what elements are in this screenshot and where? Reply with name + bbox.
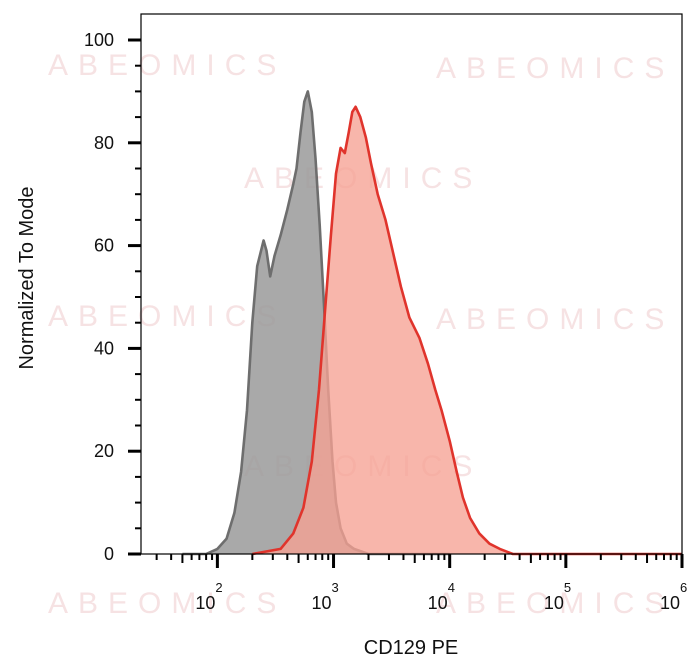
x-axis-title: CD129 PE [364, 637, 459, 659]
y-axis: 0 20 40 60 80 100 [84, 30, 141, 564]
watermark-text: ABEOMICS [436, 52, 674, 85]
watermark-text: ABEOMICS [48, 300, 286, 333]
watermark-text: ABEOMICS [436, 303, 674, 336]
series-layer [182, 90, 683, 556]
y-tick-label: 20 [94, 441, 114, 461]
x-tick-exponent: 4 [448, 580, 455, 595]
histogram-fill-2 [252, 106, 683, 555]
x-tick-label: 10 [312, 593, 332, 613]
y-tick-label: 0 [104, 544, 114, 564]
watermark-text: ABEOMICS [48, 587, 286, 620]
x-tick-exponent: 3 [332, 580, 339, 595]
x-tick-label: 10 [428, 593, 448, 613]
x-tick-label: 10 [660, 593, 680, 613]
x-tick-label: 10 [195, 593, 215, 613]
y-tick-label: 100 [84, 30, 114, 50]
x-tick-exponent: 6 [680, 580, 687, 595]
watermark-text: ABEOMICS [48, 49, 286, 82]
histogram-fill-1 [182, 91, 450, 555]
histogram-line-2 [252, 105, 682, 556]
x-tick-exponent: 5 [564, 580, 571, 595]
y-axis-title: Normalized To Mode [16, 186, 38, 369]
watermark-text: ABEOMICS [436, 587, 674, 620]
x-tick-label: 10 [544, 593, 564, 613]
plot-frame [140, 13, 683, 555]
y-tick-label: 80 [94, 133, 114, 153]
y-tick-label: 40 [94, 338, 114, 358]
x-tick-exponent: 2 [215, 580, 222, 595]
y-tick-label: 60 [94, 236, 114, 256]
